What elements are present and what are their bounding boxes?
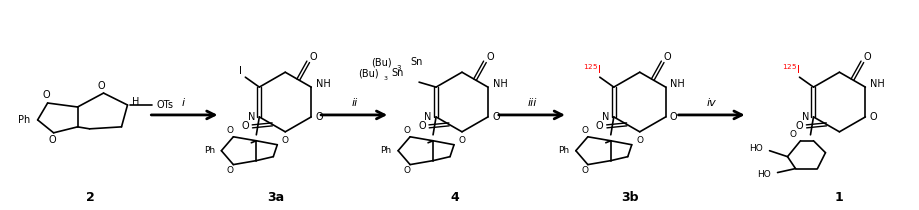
Text: 1: 1: [834, 191, 843, 204]
Text: NH: NH: [315, 79, 330, 89]
Text: 3b: 3b: [620, 191, 638, 204]
Text: Ph: Ph: [204, 146, 215, 155]
Text: O: O: [309, 52, 317, 62]
Text: O: O: [227, 166, 233, 175]
Text: O: O: [315, 112, 323, 122]
Text: N: N: [601, 112, 608, 122]
Text: O: O: [281, 136, 289, 145]
Text: i: i: [182, 98, 185, 108]
Text: O: O: [795, 121, 802, 131]
Text: Ph: Ph: [17, 115, 29, 125]
Text: 2: 2: [86, 191, 95, 204]
Text: (Bu): (Bu): [371, 57, 391, 67]
Text: O: O: [242, 121, 249, 131]
Text: NH: NH: [492, 79, 506, 89]
Text: Sn: Sn: [410, 57, 422, 67]
Text: O: O: [492, 112, 499, 122]
Text: 3: 3: [396, 65, 400, 71]
Text: N: N: [424, 112, 431, 122]
Text: O: O: [863, 52, 870, 62]
Text: O: O: [664, 52, 671, 62]
Text: I: I: [239, 66, 242, 76]
Text: O: O: [97, 81, 106, 91]
Text: Ph: Ph: [558, 146, 569, 155]
Text: O: O: [669, 112, 676, 122]
Text: $^{125}$I: $^{125}$I: [781, 62, 800, 76]
Text: HO: HO: [748, 144, 762, 153]
Text: N: N: [247, 112, 255, 122]
Text: 4: 4: [450, 191, 459, 204]
Text: NH: NH: [670, 79, 685, 89]
Text: HO: HO: [755, 170, 769, 179]
Text: O: O: [596, 121, 603, 131]
Text: N: N: [801, 112, 809, 122]
Text: O: O: [581, 166, 587, 175]
Text: O: O: [636, 136, 642, 145]
Text: O: O: [227, 126, 233, 135]
Text: ii: ii: [352, 98, 357, 108]
Text: NH: NH: [869, 79, 884, 89]
Text: O: O: [868, 112, 876, 122]
Text: O: O: [403, 126, 410, 135]
Text: Ph: Ph: [380, 146, 391, 155]
Text: (Bu): (Bu): [358, 68, 379, 78]
Text: Sn: Sn: [391, 68, 403, 78]
Text: iv: iv: [706, 98, 716, 108]
Text: 3: 3: [382, 76, 387, 81]
Text: O: O: [789, 130, 795, 139]
Text: O: O: [43, 90, 51, 100]
Text: iii: iii: [527, 98, 536, 108]
Text: O: O: [581, 126, 587, 135]
Text: 3a: 3a: [267, 191, 284, 204]
Text: O: O: [49, 135, 56, 145]
Text: O: O: [485, 52, 494, 62]
Text: $^{125}$I: $^{125}$I: [582, 62, 600, 76]
Text: O: O: [418, 121, 425, 131]
Text: O: O: [458, 136, 465, 145]
Text: O: O: [403, 166, 410, 175]
Text: H: H: [131, 97, 139, 107]
Text: OTs: OTs: [157, 100, 174, 110]
